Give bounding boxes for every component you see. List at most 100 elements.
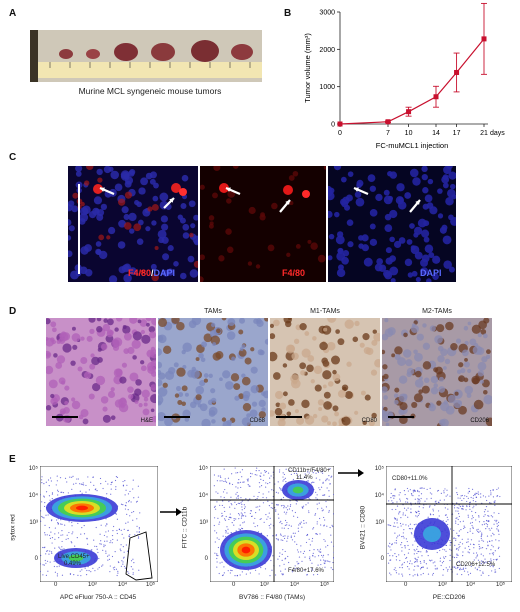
tissue-cell [344,390,353,399]
density-region [68,554,84,562]
event-dot [64,524,66,526]
event-dot [111,481,113,483]
event-dot [54,547,56,549]
event-dot [223,496,225,499]
tissue-cell [327,421,332,426]
event-dot [127,529,129,531]
cell-nucleus [188,200,196,208]
tissue-cell [286,411,292,417]
event-dot [221,515,223,517]
event-dot [389,542,391,544]
cell-nucleus [450,183,456,190]
event-dot [458,507,460,509]
event-dot [61,548,63,550]
event-dot [455,539,457,542]
tissue-cell [102,406,108,412]
event-dot [297,527,299,529]
event-dot [117,570,119,572]
event-dot [410,493,413,495]
event-dot [303,569,305,571]
event-dot [41,479,43,481]
cell-nucleus [361,234,369,242]
tissue-cell [321,415,329,423]
event-dot [420,574,422,576]
event-dot [70,541,72,543]
event-dot [220,476,222,478]
cell-nucleus [429,206,438,215]
event-dot [387,524,389,526]
event-dot [314,556,316,558]
event-dot [71,525,73,527]
tissue-cell [374,359,380,368]
event-dot [307,480,309,482]
tissue-cell [360,390,366,396]
event-dot [124,508,127,510]
event-dot [472,500,474,502]
event-dot [284,550,286,553]
event-dot [450,568,452,570]
event-dot [484,514,486,516]
event-dot [268,512,270,514]
event-dot [418,502,421,504]
event-dot [58,565,60,567]
event-dot [42,546,44,549]
tissue-cell [64,385,70,391]
tissue-cell [406,367,415,376]
tissue-cell [46,352,51,357]
event-dot [420,497,422,500]
event-dot [443,557,445,559]
tissue-cell [190,369,200,379]
event-dot [76,537,78,539]
tissue-cell [123,332,132,341]
event-dot [459,541,461,543]
cell-nucleus [82,205,91,215]
event-dot [410,511,412,513]
tissue-cell [256,319,264,328]
event-dot [455,487,457,489]
event-dot [478,515,480,517]
event-dot [284,519,287,522]
event-dot [483,562,486,564]
event-dot [486,519,488,522]
event-dot [282,476,284,478]
tissue-cell [111,338,120,348]
event-dot [417,498,419,500]
cell-nucleus [71,205,79,213]
event-dot [104,544,106,546]
event-dot [476,554,479,556]
event-dot [432,510,434,512]
event-dot [239,471,241,473]
event-dot [389,559,391,561]
tissue-cell [296,416,305,425]
flow2-ylabel-wrap: FITC :: CD11b [180,494,190,564]
event-dot [280,520,282,522]
flow2-ytick-1: 10³ [199,520,208,526]
cell-nucleus [442,182,449,189]
macrophage-cell [283,185,293,195]
tissue-cell [50,321,57,328]
tissue-cell [422,361,432,370]
event-dot [328,475,330,477]
event-dot [56,489,59,491]
tissue-cell [422,323,427,328]
tissue-cell [122,325,127,329]
cell-nucleus [442,235,452,245]
event-dot [492,546,494,548]
event-dot [267,472,270,474]
event-dot [277,513,279,515]
event-dot [477,528,479,530]
event-dot [112,525,115,528]
event-dot [109,571,111,573]
event-dot [108,554,110,556]
event-dot [493,552,495,554]
event-dot [266,518,268,520]
tissue-cell [225,381,234,390]
tissue-cell [142,408,150,416]
event-dot [394,542,396,544]
event-dot [393,522,396,524]
event-dot [127,493,130,495]
x-tick-label: 7 [386,130,390,137]
event-dot [120,529,122,531]
event-dot [456,502,458,504]
event-dot [106,540,108,542]
